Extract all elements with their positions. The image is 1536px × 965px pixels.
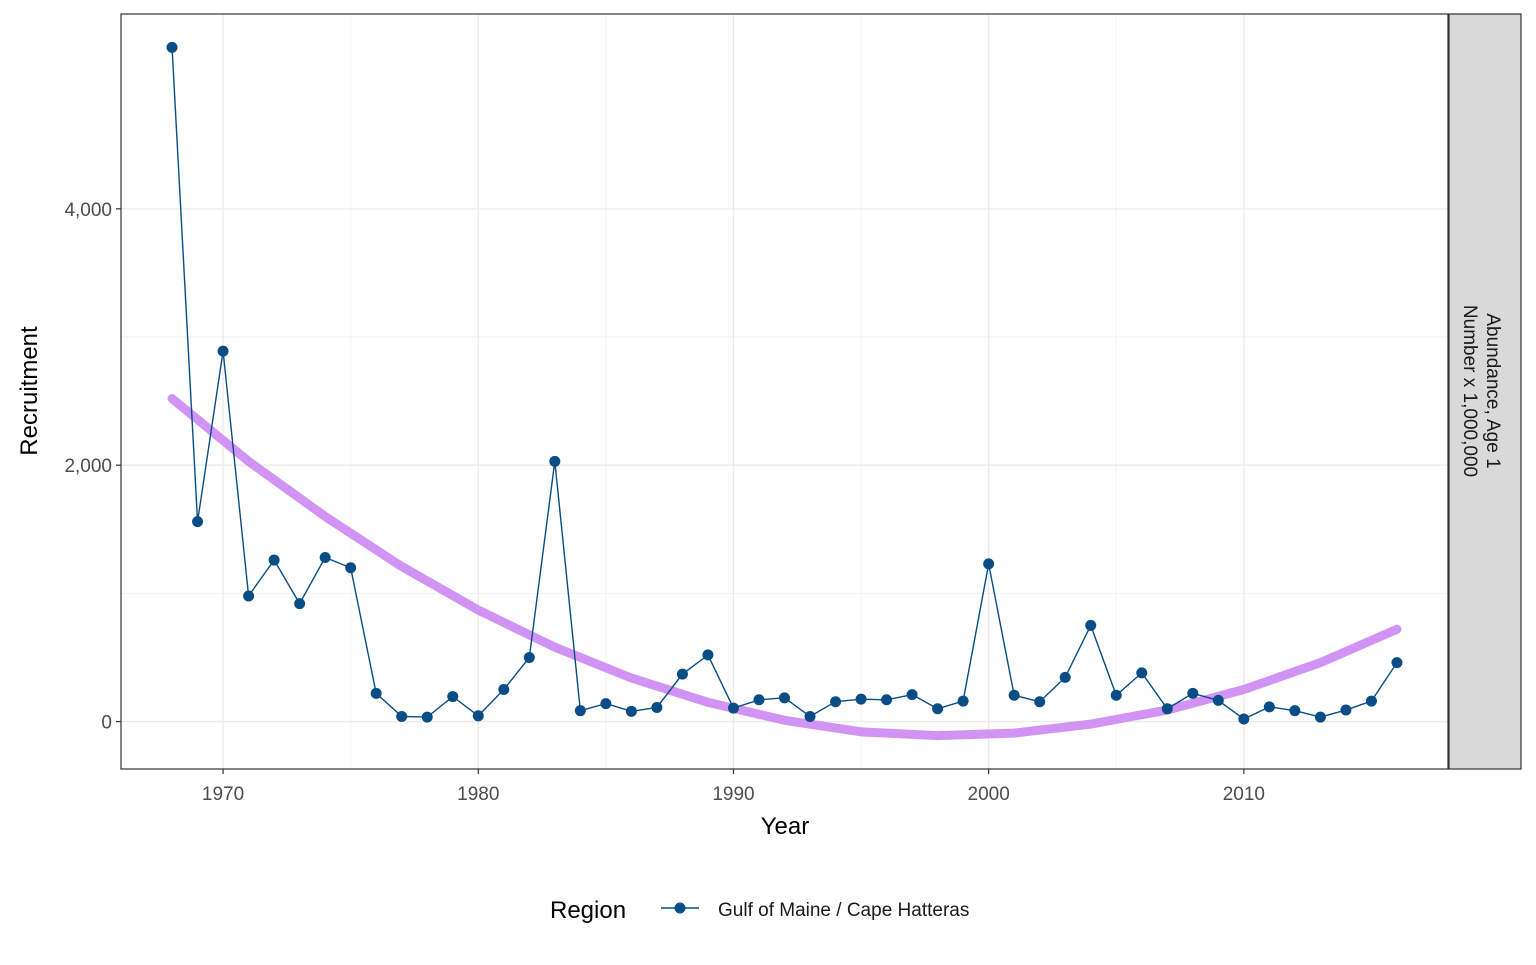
y-tick-label: 0 — [101, 713, 112, 734]
plot-panel-border — [120, 13, 1449, 770]
trend-line — [167, 394, 1402, 741]
facet-strip-labels: Abundance, Age 1 Number x 1,000,000 — [1459, 305, 1503, 477]
data-point — [1391, 657, 1403, 669]
data-point — [1314, 711, 1326, 723]
facet-strip — [1448, 13, 1522, 770]
data-point — [472, 710, 484, 722]
data-point — [1340, 704, 1352, 716]
axes: 1970 1980 1990 2000 2010 0 2,000 4,000 — [64, 200, 1265, 805]
data-point — [804, 710, 816, 722]
data-point — [421, 711, 433, 723]
plot-panel — [121, 14, 1448, 769]
data-point — [294, 598, 306, 610]
y-tick-label: 2,000 — [64, 456, 112, 477]
data-point — [166, 41, 178, 53]
data-point — [268, 554, 280, 566]
data-point — [600, 698, 612, 710]
data-point — [1187, 687, 1199, 699]
x-tick-label: 2000 — [968, 784, 1010, 805]
facet-strip-label-line1: Abundance, Age 1 — [1482, 313, 1503, 468]
data-point — [447, 691, 459, 703]
data-point — [1161, 703, 1173, 715]
legend-key-point — [674, 902, 686, 914]
data-point — [855, 693, 867, 705]
data-point — [753, 694, 765, 706]
data-point — [345, 562, 357, 574]
data-point — [319, 551, 331, 563]
grid-lines — [121, 14, 1448, 769]
data-point — [1008, 689, 1020, 701]
data-point — [625, 705, 637, 717]
x-tick-label: 1990 — [712, 784, 754, 805]
data-point — [498, 684, 510, 696]
data-point — [1110, 689, 1122, 701]
data-point — [370, 687, 382, 699]
data-point — [396, 710, 408, 722]
data-point — [192, 516, 204, 528]
legend-series-label: Gulf of Maine / Cape Hatteras — [718, 900, 969, 921]
data-point — [906, 689, 918, 701]
data-point — [1238, 713, 1250, 725]
data-point — [1263, 701, 1275, 713]
data-point — [1059, 671, 1071, 683]
data-point — [243, 590, 255, 602]
data-point — [651, 701, 663, 713]
data-point — [549, 455, 561, 467]
data-point — [1289, 705, 1301, 717]
data-point — [881, 694, 893, 706]
data-point — [574, 705, 586, 717]
legend: Region Gulf of Maine / Cape Hatteras — [550, 897, 969, 924]
data-point — [957, 695, 969, 707]
data-point — [1034, 696, 1046, 708]
data-point — [1212, 694, 1224, 706]
data-point — [217, 345, 229, 357]
data-point — [1365, 695, 1377, 707]
y-tick-label: 4,000 — [64, 200, 112, 221]
x-tick-label: 2010 — [1223, 784, 1265, 805]
data-point — [932, 703, 944, 715]
data-point — [523, 651, 535, 663]
y-axis-title: Recruitment — [16, 326, 43, 456]
data-point — [702, 649, 714, 661]
data-point — [830, 696, 842, 708]
data-point — [727, 702, 739, 714]
series-layer — [166, 41, 1403, 725]
data-point — [676, 668, 688, 680]
trend-line-layer — [167, 394, 1402, 741]
x-axis-title: Year — [761, 813, 810, 840]
data-point — [983, 558, 995, 570]
data-point — [779, 692, 790, 704]
x-tick-label: 1970 — [202, 784, 244, 805]
data-point — [1085, 619, 1097, 631]
legend-title: Region — [550, 897, 626, 924]
x-tick-label: 1980 — [457, 784, 499, 805]
facet-strip-label-line2: Number x 1,000,000 — [1459, 305, 1480, 477]
data-point — [1136, 667, 1148, 679]
